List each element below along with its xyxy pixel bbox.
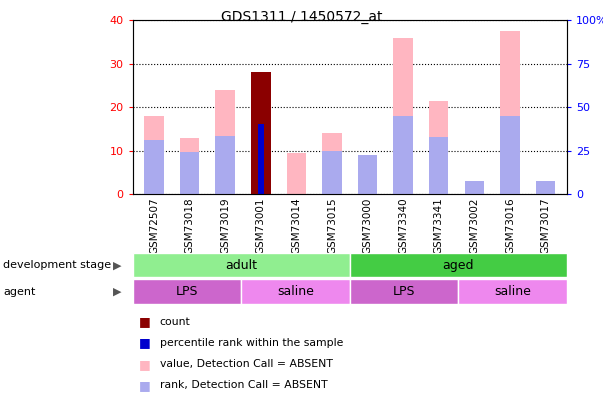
Bar [144,140,164,194]
Text: ■: ■ [139,337,150,350]
Bar [464,181,484,194]
Text: ▶: ▶ [113,287,122,296]
Bar [350,253,567,277]
Bar [180,138,200,194]
Text: ■: ■ [139,358,150,371]
Text: ■: ■ [139,315,150,328]
Bar [458,279,567,304]
Bar [322,134,342,194]
Bar [133,253,350,277]
Bar [358,158,377,194]
Text: ■: ■ [139,379,150,392]
Text: development stage: development stage [3,260,111,270]
Text: saline: saline [494,285,531,298]
Bar [500,116,520,194]
Bar [350,279,458,304]
Text: agent: agent [3,287,36,296]
Text: adult: adult [225,259,257,272]
Bar [133,279,241,304]
Bar [393,116,413,194]
Bar [429,101,449,194]
Bar [144,116,164,194]
Bar [429,137,449,194]
Bar [251,72,271,194]
Text: percentile rank within the sample: percentile rank within the sample [160,338,343,348]
Bar [500,31,520,194]
Bar [286,153,306,194]
Bar [215,136,235,194]
Text: LPS: LPS [393,285,415,298]
Text: ▶: ▶ [113,260,122,270]
Bar [393,38,413,194]
Text: rank, Detection Call = ABSENT: rank, Detection Call = ABSENT [160,380,327,390]
Text: LPS: LPS [175,285,198,298]
Text: GDS1311 / 1450572_at: GDS1311 / 1450572_at [221,10,382,24]
Text: count: count [160,317,191,327]
Text: value, Detection Call = ABSENT: value, Detection Call = ABSENT [160,359,333,369]
Bar [257,124,264,194]
Bar [215,90,235,194]
Bar [241,279,350,304]
Bar [535,181,555,194]
Text: saline: saline [277,285,314,298]
Text: aged: aged [443,259,474,272]
Bar [322,151,342,194]
Bar [180,152,200,194]
Bar [358,155,377,194]
